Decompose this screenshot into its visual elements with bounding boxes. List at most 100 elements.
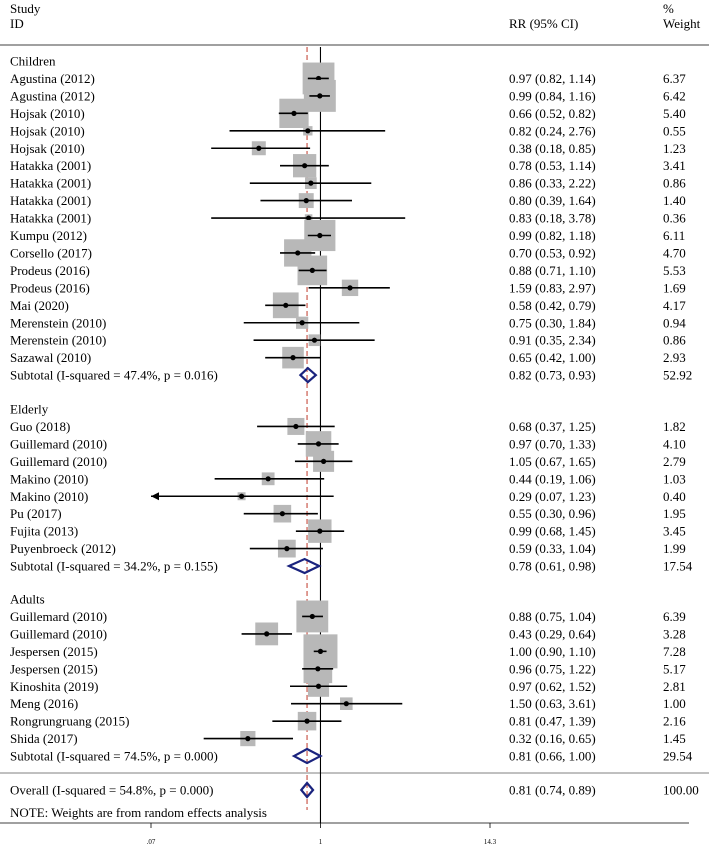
study-weight: 4.17 (663, 298, 686, 313)
subtotal-weight: 52.92 (663, 368, 692, 383)
study-ci: 0.75 (0.30, 1.84) (509, 315, 596, 330)
study-weight: 1.40 (663, 193, 686, 208)
study-weight: 3.41 (663, 158, 686, 173)
study-label: Guillemard (2010) (10, 609, 107, 624)
study-label: Puyenbroeck (2012) (10, 541, 116, 556)
study-label: Hojsak (2010) (10, 106, 85, 121)
study-weight: 5.53 (663, 263, 686, 278)
point-estimate (320, 458, 327, 464)
study-label: Mai (2020) (10, 298, 69, 313)
point-estimate (315, 666, 321, 672)
point-estimate (295, 250, 301, 256)
study-weight: 6.39 (663, 609, 686, 624)
study-ci: 0.83 (0.18, 3.78) (509, 211, 596, 226)
header-ci: RR (95% CI) (509, 16, 578, 31)
group-label: Elderly (10, 402, 49, 417)
header-weight: Weight (663, 16, 701, 31)
group-label: Children (10, 54, 56, 69)
study-label: Makino (2010) (10, 471, 88, 486)
subtotal-ci: 0.81 (0.66, 1.00) (509, 749, 596, 764)
point-estimate (305, 215, 312, 221)
study-weight: 3.28 (663, 626, 686, 641)
point-estimate (309, 613, 315, 620)
study-ci: 0.65 (0.42, 1.00) (509, 350, 596, 365)
study-label: Hojsak (2010) (10, 141, 85, 156)
study-ci: 0.82 (0.24, 2.76) (509, 123, 596, 138)
subtotal-label: Subtotal (I-squared = 34.2%, p = 0.155) (10, 559, 218, 574)
study-label: Hatakka (2001) (10, 211, 91, 226)
group-label: Adults (10, 592, 45, 607)
x-tick-label: .07 (147, 838, 156, 846)
study-label: Fujita (2013) (10, 524, 78, 539)
study-label: Agustina (2012) (10, 88, 95, 103)
study-label: Sazawal (2010) (10, 350, 91, 365)
study-ci: 0.91 (0.35, 2.34) (509, 333, 596, 348)
overall-ci: 0.81 (0.74, 0.89) (509, 783, 596, 798)
point-estimate (291, 110, 297, 116)
study-weight: 4.70 (663, 245, 686, 260)
study-label: Corsello (2017) (10, 245, 92, 260)
study-label: Pu (2017) (10, 506, 62, 521)
point-estimate (256, 145, 262, 151)
x-tick-label: 14.3 (484, 838, 497, 846)
study-weight: 1.95 (663, 506, 686, 521)
subtotal-diamond (286, 557, 322, 575)
study-ci: 1.00 (0.90, 1.10) (509, 644, 596, 659)
study-label: Merenstein (2010) (10, 333, 106, 348)
study-ci: 0.99 (0.68, 1.45) (509, 524, 596, 539)
subtotal-weight: 29.54 (663, 749, 693, 764)
study-ci: 0.88 (0.75, 1.04) (509, 609, 596, 624)
study-weight: 0.36 (663, 211, 686, 226)
study-ci: 0.88 (0.71, 1.10) (509, 263, 596, 278)
study-ci: 0.97 (0.82, 1.14) (509, 71, 596, 86)
subtotal-ci: 0.78 (0.61, 0.98) (509, 559, 596, 574)
point-estimate (299, 320, 305, 326)
study-ci: 0.43 (0.29, 0.64) (509, 626, 596, 641)
study-ci: 1.50 (0.63, 3.61) (509, 696, 596, 711)
study-ci: 0.44 (0.19, 1.06) (509, 471, 596, 486)
study-label: Agustina (2012) (10, 71, 95, 86)
point-estimate (315, 441, 322, 447)
study-ci: 1.05 (0.67, 1.65) (509, 454, 596, 469)
point-estimate (317, 93, 323, 99)
point-estimate (308, 180, 314, 186)
study-ci: 0.81 (0.47, 1.39) (509, 714, 596, 729)
study-weight: 2.16 (663, 714, 686, 729)
study-label: Guillemard (2010) (10, 454, 107, 469)
study-label: Prodeus (2016) (10, 280, 90, 295)
study-weight: 5.40 (663, 106, 686, 121)
study-ci: 0.32 (0.16, 0.65) (509, 731, 596, 746)
study-weight: 6.37 (663, 71, 686, 86)
study-weight: 0.86 (663, 333, 686, 348)
subtotal-diamond (291, 747, 323, 765)
study-weight: 1.99 (663, 541, 686, 556)
subtotal-diamond (298, 366, 318, 384)
forest-rows: Children Agustina (2012) 0.97 (0.82, 1.14)… (0, 54, 709, 799)
study-label: Rongrungruang (2015) (10, 714, 130, 729)
study-label: Jespersen (2015) (10, 661, 98, 676)
study-label: Kumpu (2012) (10, 228, 87, 243)
point-estimate (317, 528, 323, 534)
study-label: Hatakka (2001) (10, 158, 91, 173)
point-estimate (303, 198, 309, 204)
study-ci: 0.59 (0.33, 1.04) (509, 541, 596, 556)
study-weight: 1.45 (663, 731, 686, 746)
point-estimate (315, 75, 322, 82)
point-estimate (305, 128, 311, 134)
study-ci: 0.80 (0.39, 1.64) (509, 193, 596, 208)
study-label: Kinoshita (2019) (10, 679, 98, 694)
study-label: Guillemard (2010) (10, 626, 107, 641)
point-estimate (283, 302, 289, 308)
study-weight: 2.93 (663, 350, 686, 365)
study-weight: 2.79 (663, 454, 686, 469)
point-estimate (279, 511, 285, 517)
study-ci: 0.86 (0.33, 2.22) (509, 176, 596, 191)
point-estimate (264, 631, 270, 637)
study-label: Guillemard (2010) (10, 436, 107, 451)
study-label: Prodeus (2016) (10, 263, 90, 278)
study-ci: 0.78 (0.53, 1.14) (509, 158, 596, 173)
study-weight: 6.11 (663, 228, 685, 243)
study-weight: 1.03 (663, 471, 686, 486)
point-estimate (343, 701, 349, 707)
